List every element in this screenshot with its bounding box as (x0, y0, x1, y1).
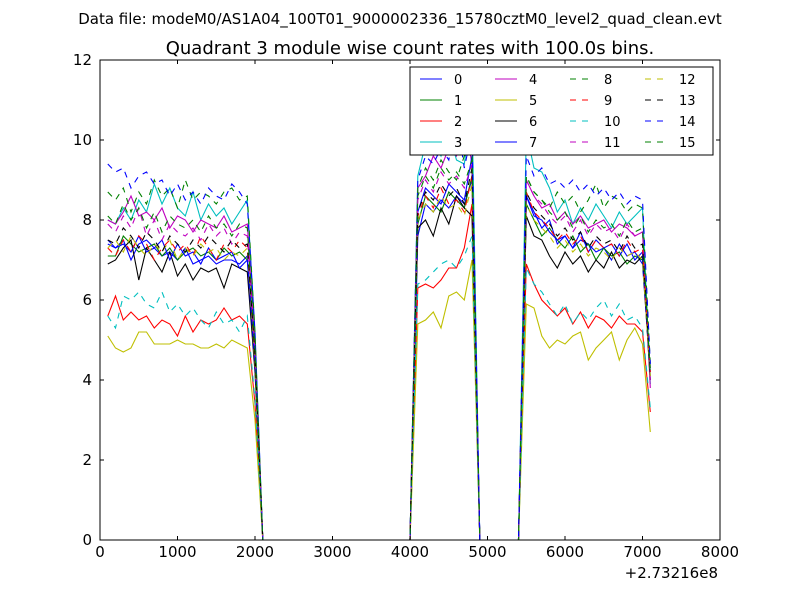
legend-label-4: 4 (529, 73, 537, 88)
y-tick-label: 4 (82, 371, 92, 389)
y-tick-label: 10 (73, 131, 92, 149)
series-line-5 (107, 259, 651, 540)
series-line-1 (107, 175, 651, 540)
legend-label-1: 1 (454, 94, 462, 109)
series-line-8 (107, 146, 651, 540)
y-tick-label: 8 (82, 211, 92, 229)
x-offset-label: +2.73216e8 (625, 564, 718, 582)
legend-box (409, 66, 714, 156)
legend-label-3: 3 (454, 136, 462, 151)
series-line-2 (107, 203, 651, 540)
y-tick-label: 0 (82, 531, 92, 549)
legend-label-7: 7 (529, 136, 537, 151)
x-tick-label: 3000 (313, 543, 351, 561)
legend-label-14: 14 (679, 115, 696, 130)
legend-label-12: 12 (679, 73, 696, 88)
legend-label-15: 15 (679, 136, 696, 151)
series-layer (107, 107, 651, 540)
y-tick-label: 6 (82, 291, 92, 309)
series-line-15 (107, 159, 651, 540)
y-tick-label: 12 (73, 51, 92, 69)
series-line-6 (107, 194, 651, 540)
legend-label-0: 0 (454, 73, 462, 88)
series-line-13 (107, 167, 651, 540)
series-line-14 (107, 115, 651, 540)
x-tick-label: 2000 (236, 543, 274, 561)
x-tick-label: 1000 (158, 543, 196, 561)
chart-title: Quadrant 3 module wise count rates with … (166, 38, 655, 59)
series-line-9 (107, 175, 651, 540)
legend-label-2: 2 (454, 115, 462, 130)
y-tick-label: 2 (82, 451, 92, 469)
legend-label-5: 5 (529, 94, 537, 109)
series-line-7 (107, 155, 651, 540)
series-line-3 (107, 107, 651, 540)
legend-label-11: 11 (604, 136, 621, 151)
series-line-10 (107, 235, 651, 540)
x-tick-label: 7000 (623, 543, 661, 561)
chart-suptitle: Data file: modeM0/AS1A04_100T01_90000023… (78, 10, 722, 29)
x-tick-label: 8000 (701, 543, 739, 561)
legend-label-10: 10 (604, 115, 621, 130)
legend-label-13: 13 (679, 94, 696, 109)
series-line-11 (107, 163, 651, 540)
series-line-12 (107, 183, 651, 540)
legend-label-9: 9 (604, 94, 612, 109)
legend-label-8: 8 (604, 73, 612, 88)
series-line-0 (107, 179, 651, 540)
series-line-4 (107, 119, 651, 540)
x-tick-label: 4000 (391, 543, 429, 561)
axes-ticks: 0 1000 2000 3000 4000 5000 6000 7000 80000246810… (73, 51, 739, 561)
x-tick-label: 0 (95, 543, 105, 561)
x-tick-label: 6000 (546, 543, 584, 561)
legend-label-6: 6 (529, 115, 537, 130)
x-tick-label: 5000 (468, 543, 506, 561)
